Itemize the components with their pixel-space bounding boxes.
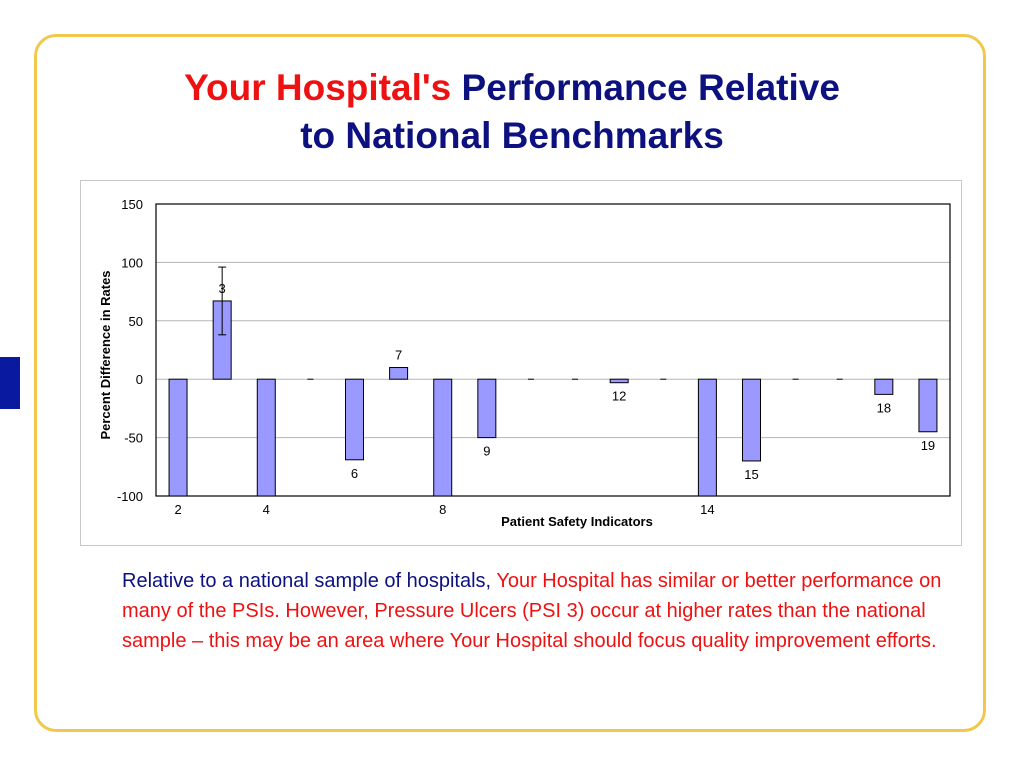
y-tick-label: 0 <box>136 372 143 387</box>
bar-label: 12 <box>612 389 626 404</box>
caption-finding: Your Hospital has similar or better perf… <box>122 570 942 652</box>
bar-label: 15 <box>744 467 758 482</box>
bar-label: 2 <box>174 502 181 517</box>
title-performance: Performance Relative <box>461 67 840 108</box>
bar <box>918 378 938 433</box>
title-hospital-name: Your Hospital's <box>184 67 452 108</box>
bar-label: 14 <box>700 502 714 517</box>
bar-label: 4 <box>263 502 270 517</box>
plot-area-border <box>155 203 951 497</box>
y-tick-label: 100 <box>121 255 143 270</box>
y-axis-title: Percent Difference in Rates <box>98 270 113 439</box>
slide-frame <box>34 34 986 732</box>
psi-bar-chart: 150100500-50-10023467891214151819Patient… <box>98 197 951 529</box>
slide-caption: Relative to a national sample of hospita… <box>122 566 942 656</box>
y-tick-label: -100 <box>117 489 143 504</box>
bar-label: 7 <box>395 348 402 363</box>
caption-intro: Relative to a national sample of hospita… <box>122 570 492 592</box>
bar <box>742 378 761 462</box>
bar <box>389 367 409 380</box>
slide-title: Your Hospital's Performance Relative to … <box>80 64 944 160</box>
bar <box>477 378 497 439</box>
y-tick-label: -50 <box>124 431 143 446</box>
bar <box>874 378 894 395</box>
title-benchmarks: to National Benchmarks <box>300 115 724 156</box>
bar <box>433 378 453 497</box>
y-tick-label: 50 <box>129 314 143 329</box>
bar-label: 19 <box>921 438 935 453</box>
bar <box>168 378 188 497</box>
bar-label: 6 <box>351 466 358 481</box>
y-tick-label: 150 <box>121 197 143 212</box>
bar <box>345 378 364 461</box>
side-tab-marker <box>0 357 20 409</box>
bar <box>609 378 629 384</box>
bar <box>697 378 717 497</box>
bar-label: 9 <box>483 444 490 459</box>
bar <box>256 378 276 497</box>
x-axis-title: Patient Safety Indicators <box>501 514 653 529</box>
bar-label: 8 <box>439 502 446 517</box>
bar-label: 18 <box>877 400 891 415</box>
